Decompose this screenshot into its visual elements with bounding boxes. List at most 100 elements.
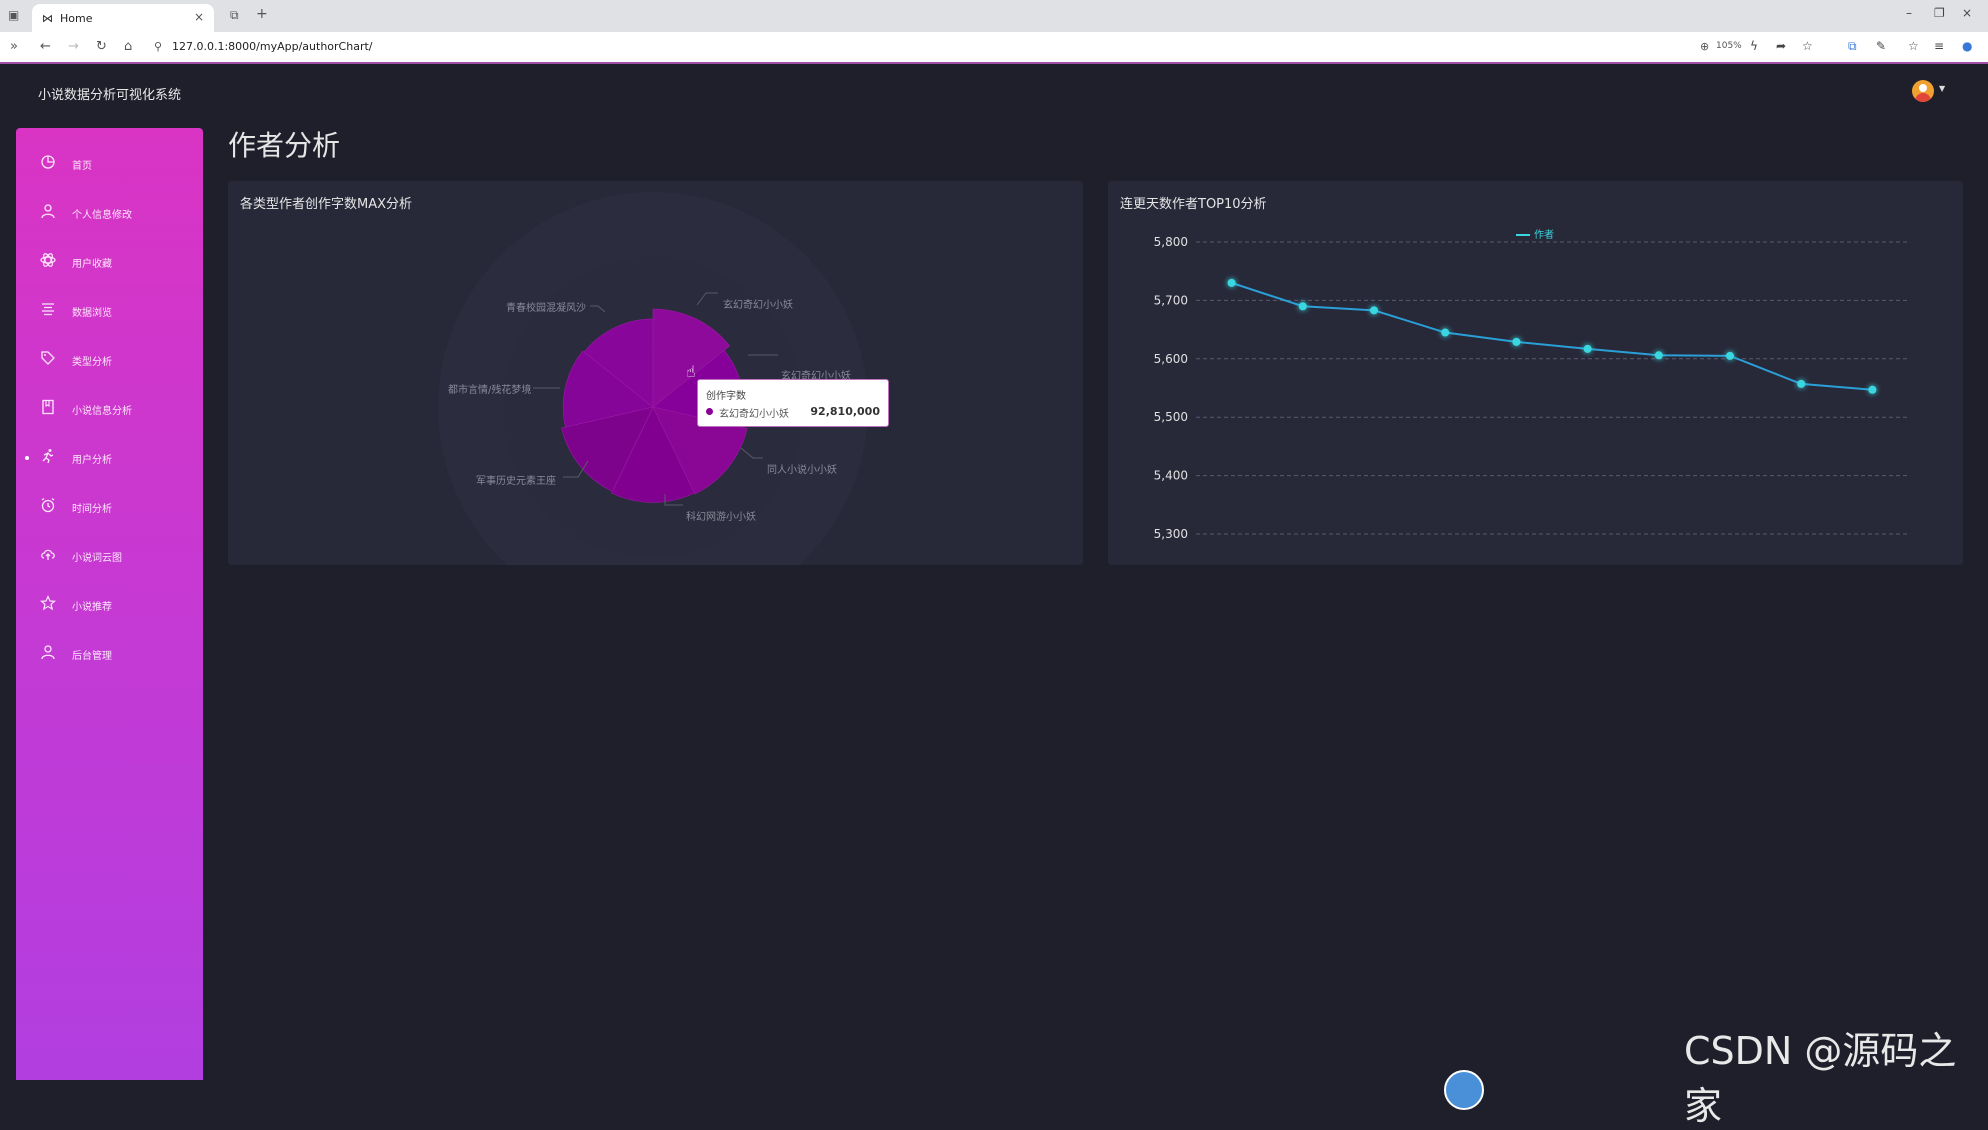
- favorite-icon[interactable]: ☆: [1802, 39, 1813, 53]
- sidebar-item-time-analysis[interactable]: 时间分析: [16, 492, 203, 522]
- sidebar-item-label: 小说词云图: [72, 553, 122, 564]
- legend-line-icon: [1516, 234, 1530, 236]
- sidebar: 首页 个人信息修改 用户收藏 数据浏览 类型分析 小说信息分析 用户分析 时间分…: [16, 128, 203, 1080]
- data-point[interactable]: [1298, 302, 1307, 311]
- tab-close-icon[interactable]: ×: [193, 10, 204, 24]
- data-point[interactable]: [1441, 328, 1450, 337]
- tag-icon: [40, 350, 58, 368]
- menu-icon[interactable]: ≡: [1934, 39, 1945, 53]
- zoom-icon[interactable]: ⊕: [1700, 40, 1710, 53]
- line-chart[interactable]: 5,800 5,700 5,600 5,500 5,400 5,300: [1108, 181, 1963, 565]
- sidebar-item-profile[interactable]: 个人信息修改: [16, 198, 203, 228]
- zoom-level[interactable]: 105%: [1716, 41, 1742, 51]
- data-point[interactable]: [1227, 278, 1236, 287]
- pie-slice[interactable]: [611, 406, 695, 503]
- runner-icon: [40, 448, 58, 466]
- tab-actions-icon[interactable]: ⧉: [230, 8, 239, 22]
- y-tick-label: 5,600: [1154, 352, 1188, 366]
- y-tick-label: 5,300: [1154, 527, 1188, 541]
- sidebar-item-home[interactable]: 首页: [16, 149, 203, 179]
- sidebar-toggle-icon[interactable]: ▣: [8, 8, 20, 22]
- extensions-icon[interactable]: ✎: [1876, 39, 1887, 53]
- user-icon: [40, 203, 58, 221]
- sidebar-item-novel-info[interactable]: 小说信息分析: [16, 394, 203, 424]
- reload-icon[interactable]: ↻: [96, 39, 107, 54]
- browser-tab-bar: ▣ ⋈ Home × ⧉ + – ❐ ×: [0, 0, 1988, 32]
- sidebar-item-label: 小说推荐: [72, 602, 112, 613]
- sidebar-item-data-browse[interactable]: 数据浏览: [16, 296, 203, 326]
- pie-slice[interactable]: [652, 406, 748, 495]
- back-icon[interactable]: ←: [40, 39, 51, 54]
- favicon-icon: ⋈: [42, 12, 53, 25]
- address-bar[interactable]: 127.0.0.1:8000/myApp/authorChart/: [172, 40, 373, 53]
- data-point[interactable]: [1512, 337, 1521, 346]
- new-tab-icon[interactable]: +: [256, 6, 268, 22]
- pie-label: 都市言情/残花梦境: [448, 385, 532, 396]
- pie-chart[interactable]: [228, 181, 1083, 565]
- lines-icon: [40, 301, 58, 319]
- sidebar-item-label: 类型分析: [72, 357, 112, 368]
- tab-title: Home: [60, 12, 93, 25]
- lightning-icon[interactable]: ϟ: [1750, 39, 1758, 53]
- chart-tooltip: 创作字数 玄幻奇幻小小妖 92,810,000: [697, 379, 889, 427]
- browser-tab[interactable]: ⋈ Home ×: [32, 4, 214, 32]
- restore-icon[interactable]: ❐: [1934, 6, 1945, 20]
- minimize-icon[interactable]: –: [1906, 6, 1912, 20]
- pie-slice[interactable]: [652, 308, 731, 408]
- tooltip-name: 玄幻奇幻小小妖: [719, 409, 789, 420]
- expand-icon[interactable]: »: [10, 39, 18, 54]
- pie-slice[interactable]: [583, 318, 654, 408]
- pie-slice[interactable]: [562, 350, 654, 428]
- line-chart-panel: 连更天数作者TOP10分析 5,800 5,700 5,600 5,500 5,400 5…: [1108, 181, 1963, 565]
- data-point[interactable]: [1583, 344, 1592, 353]
- data-point[interactable]: [1797, 379, 1806, 388]
- sidebar-item-label: 数据浏览: [72, 308, 112, 319]
- sidebar-item-label: 时间分析: [72, 504, 112, 515]
- forward-icon[interactable]: →: [68, 39, 79, 54]
- page-title: 作者分析: [228, 129, 341, 162]
- close-window-icon[interactable]: ×: [1962, 6, 1973, 20]
- pie-slice[interactable]: [561, 406, 654, 492]
- profile-icon[interactable]: ●: [1962, 39, 1973, 53]
- tooltip-value: 92,810,000: [810, 405, 880, 418]
- avatar[interactable]: [1912, 80, 1934, 102]
- atom-icon: [40, 252, 58, 270]
- tooltip-series: 创作字数: [706, 391, 746, 402]
- pie-chart-icon: [40, 154, 58, 172]
- sidebar-item-admin[interactable]: 后台管理: [16, 639, 203, 669]
- pie-label: 军事历史元素王座: [476, 476, 556, 487]
- sidebar-item-label: 小说信息分析: [72, 406, 132, 417]
- app-title: 小说数据分析可视化系统: [38, 88, 182, 103]
- sidebar-item-favorites[interactable]: 用户收藏: [16, 247, 203, 277]
- floating-button[interactable]: [1444, 1070, 1484, 1110]
- star-icon: [39, 595, 58, 613]
- sidebar-item-label: 后台管理: [72, 651, 112, 662]
- chevron-down-icon[interactable]: ▼: [1939, 84, 1946, 93]
- pie-label: 青春校园混凝风沙: [506, 303, 586, 314]
- app-header: 小说数据分析可视化系统 ▼: [0, 64, 1988, 122]
- sidebar-item-type-analysis[interactable]: 类型分析: [16, 345, 203, 375]
- sidebar-item-label: 用户收藏: [72, 259, 112, 270]
- series-line: [1231, 281, 1873, 391]
- sidebar-item-user-analysis[interactable]: 用户分析: [16, 443, 203, 473]
- legend-label: 作者: [1534, 230, 1554, 241]
- sidebar-item-recommend[interactable]: 小说推荐: [16, 590, 203, 620]
- data-point[interactable]: [1370, 306, 1378, 315]
- data-point[interactable]: [1868, 385, 1877, 394]
- favorites-icon[interactable]: ☆: [1908, 39, 1919, 53]
- home-icon[interactable]: ⌂: [124, 39, 133, 54]
- y-tick-label: 5,800: [1154, 235, 1188, 249]
- active-indicator: [25, 456, 29, 460]
- sidebar-item-label: 个人信息修改: [72, 210, 132, 221]
- translate-icon[interactable]: ⧉: [1848, 39, 1857, 53]
- chart-legend[interactable]: 作者: [1516, 226, 1554, 241]
- data-point[interactable]: [1654, 351, 1663, 360]
- sidebar-item-word-cloud[interactable]: 小说词云图: [16, 541, 203, 571]
- sidebar-item-label: 用户分析: [72, 455, 112, 466]
- site-info-icon[interactable]: ⚲: [154, 40, 163, 53]
- data-point[interactable]: [1726, 351, 1734, 360]
- user-icon: [40, 644, 58, 662]
- share-icon[interactable]: ➦: [1776, 39, 1787, 53]
- watermark: CSDN @源码之家: [1684, 1029, 1957, 1128]
- y-tick-label: 5,700: [1154, 293, 1188, 307]
